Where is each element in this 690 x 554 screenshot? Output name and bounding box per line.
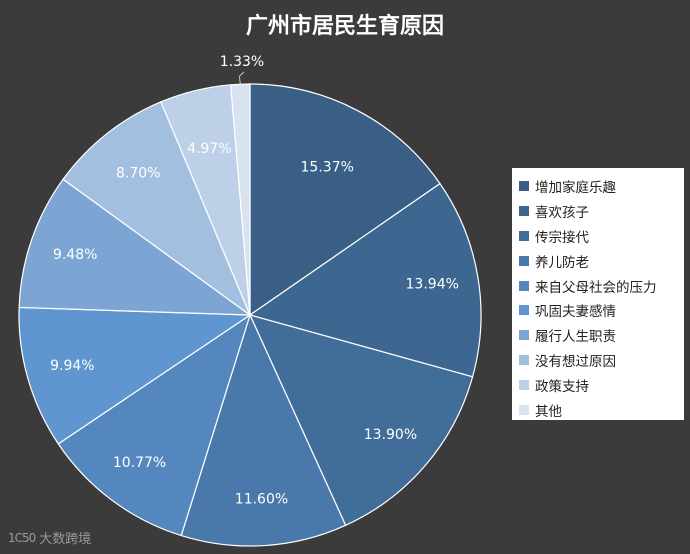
- legend-swatch-9: [519, 379, 529, 390]
- legend-label-1: 增加家庭乐趣: [535, 180, 616, 197]
- pie-slice-label-7: 9.48%: [53, 247, 97, 263]
- pie-slice-label-10: 1.33%: [220, 54, 264, 70]
- legend-label-9: 政策支持: [535, 378, 589, 395]
- pie-slice-label-9: 4.97%: [187, 141, 231, 157]
- pie-slice-label-3: 13.90%: [364, 427, 417, 443]
- pie-slice-3: [248, 314, 474, 527]
- legend-item-2: 喜欢孩子: [519, 199, 684, 224]
- legend-label-4: 养儿防老: [535, 254, 589, 271]
- watermark-text: 大数跨境: [39, 532, 92, 547]
- chart-title: 广州市居民生育原因: [245, 14, 444, 39]
- pie-slice-6: [18, 306, 252, 445]
- legend-item-4: 养儿防老: [519, 248, 684, 273]
- pie-slice-2: [248, 182, 482, 378]
- pie-slice-1: [249, 83, 441, 317]
- pie-slice-label-8: 8.70%: [116, 166, 160, 182]
- legend-label-3: 传宗接代: [535, 229, 589, 246]
- legend-swatch-7: [519, 330, 529, 341]
- legend-item-3: 传宗接代: [519, 224, 684, 249]
- legend-label-2: 喜欢孩子: [535, 205, 589, 222]
- legend-item-8: 没有想过原因: [519, 348, 684, 373]
- legend: 增加家庭乐趣 喜欢孩子传宗接代养儿防老来自父母社会的压力 巩固夫妻感情 履行人生职责没…: [512, 168, 684, 420]
- legend-item-9: 政策支持: [519, 372, 684, 397]
- legend-swatch-4: [519, 255, 529, 266]
- legend-item-5: 来自父母社会的压力: [519, 273, 684, 298]
- watermark-logo: 1C50: [8, 530, 36, 545]
- legend-label-5: 来自父母社会的压力: [535, 279, 657, 296]
- legend-swatch-8: [519, 354, 529, 365]
- pie-slice-label-1: 15.37%: [301, 160, 354, 176]
- pie-slice-5: [57, 313, 252, 537]
- legend-label-6: 巩固夫妻感情: [535, 304, 616, 321]
- legend-swatch-6: [519, 305, 529, 316]
- pie-slice-label-2: 13.94%: [406, 276, 459, 292]
- legend-swatch-5: [519, 280, 529, 291]
- pie-slice-label-6: 9.94%: [50, 358, 94, 374]
- legend-swatch-10: [519, 404, 529, 415]
- legend-item-1: 增加家庭乐趣: [519, 174, 684, 199]
- legend-label-10: 其他: [535, 403, 562, 420]
- legend-swatch-2: [519, 206, 529, 217]
- pie-slice-label-4: 11.60%: [235, 491, 288, 507]
- legend-item-10: 其他: [519, 397, 684, 422]
- pie-slice-4: [180, 313, 347, 547]
- pie-leader-line-10: [238, 71, 245, 85]
- legend-swatch-1: [519, 181, 529, 192]
- legend-label-8: 没有想过原因: [535, 353, 616, 370]
- pie-slice-10: [230, 83, 251, 316]
- legend-label-7: 履行人生职责: [535, 329, 616, 346]
- pie-slice-label-5: 10.77%: [113, 455, 166, 471]
- pie-slice-7: [18, 178, 252, 316]
- legend-swatch-3: [519, 230, 529, 241]
- legend-item-6: 巩固夫妻感情: [519, 298, 684, 323]
- watermark: 1C50 大数跨境: [8, 528, 92, 548]
- pie-slice-8: [62, 101, 252, 317]
- legend-item-7: 履行人生职责: [519, 323, 684, 348]
